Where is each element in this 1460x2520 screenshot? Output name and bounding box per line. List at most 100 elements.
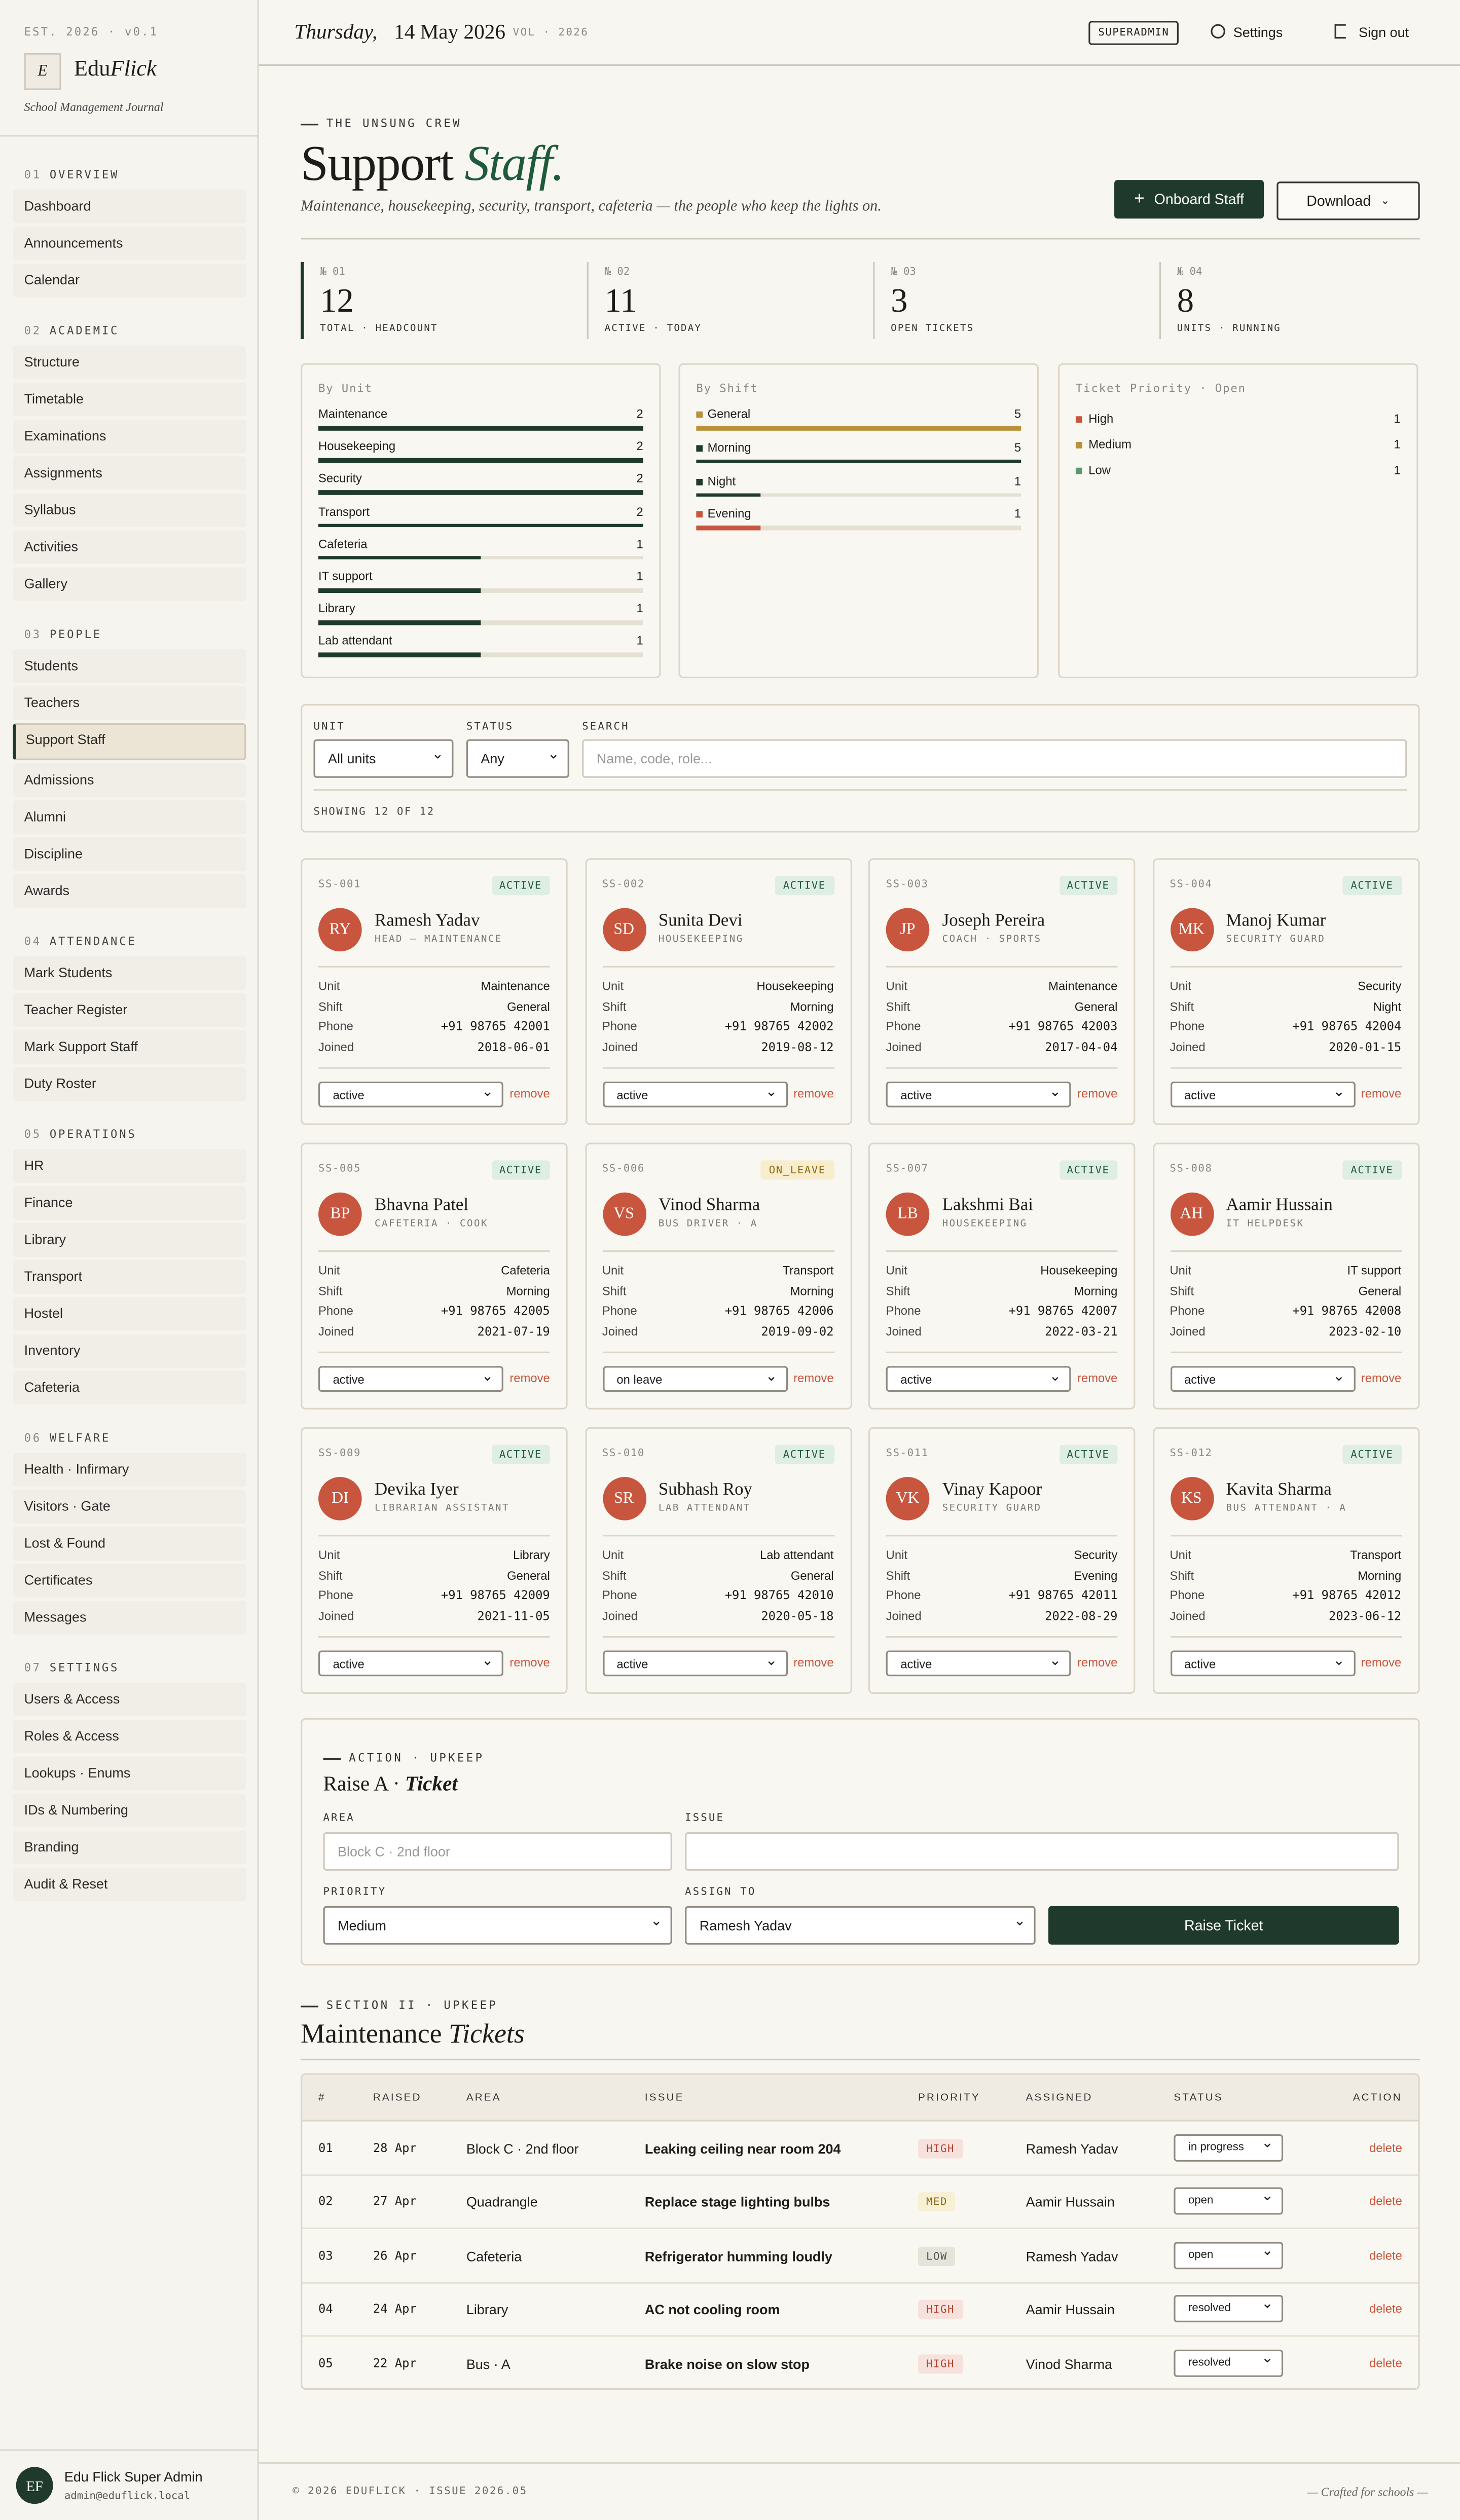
- nav-item[interactable]: Mark Support Staff: [13, 1030, 246, 1064]
- nav-item[interactable]: Inventory: [13, 1333, 246, 1368]
- nav-item[interactable]: Lookups · Enums: [13, 1756, 246, 1791]
- field-value: Security: [1358, 979, 1402, 993]
- delete[interactable]: delete: [1369, 2302, 1402, 2317]
- nav-item[interactable]: Examinations: [13, 419, 246, 454]
- nav-item[interactable]: Certificates: [13, 1564, 246, 1598]
- field-label: Joined: [886, 1039, 922, 1054]
- settings[interactable]: Settings: [1233, 24, 1283, 41]
- delete[interactable]: delete: [1369, 2248, 1402, 2263]
- nav-item[interactable]: Gallery: [13, 567, 246, 601]
- settings-icon[interactable]: [1211, 24, 1225, 39]
- nav-item[interactable]: Teachers: [13, 686, 246, 720]
- ticket-raised: 22 Apr: [373, 2356, 417, 2370]
- status-select[interactable]: resolved: [1174, 2346, 1284, 2377]
- nav-item[interactable]: Finance: [13, 1186, 246, 1220]
- nav-item[interactable]: Syllabus: [13, 493, 246, 528]
- remove[interactable]: remove: [793, 1370, 834, 1386]
- row-value: 1: [636, 634, 643, 649]
- onboard-button[interactable]: + Onboard Staff: [1114, 180, 1264, 219]
- remove[interactable]: remove: [509, 1086, 550, 1101]
- field-label: Joined: [886, 1323, 922, 1338]
- nav-item[interactable]: Messages: [13, 1601, 246, 1635]
- field-value: Morning: [1358, 1568, 1402, 1582]
- remove[interactable]: remove: [1361, 1655, 1402, 1670]
- nav-item[interactable]: HR: [13, 1149, 246, 1183]
- nav: 01 OVERVIEW Dashboard Announcements Calendar…: [0, 141, 257, 1904]
- signout-icon[interactable]: [1334, 24, 1346, 39]
- remove[interactable]: remove: [793, 1086, 834, 1101]
- status-select[interactable]: active: [318, 1079, 503, 1107]
- remove[interactable]: remove: [793, 1655, 834, 1670]
- nav-item[interactable]: Calendar: [13, 264, 246, 298]
- delete[interactable]: delete: [1369, 2356, 1402, 2370]
- remove[interactable]: remove: [1361, 1370, 1402, 1386]
- nav-item[interactable]: Assignments: [13, 456, 246, 491]
- unit-select[interactable]: All units: [313, 736, 454, 778]
- nav-item[interactable]: Library: [13, 1223, 246, 1257]
- status-select[interactable]: active: [1170, 1079, 1355, 1107]
- nav-item[interactable]: Mark Students: [13, 956, 246, 990]
- status-select[interactable]: active: [318, 1363, 503, 1392]
- divider: [0, 2449, 258, 2451]
- nav-item[interactable]: Users & Access: [13, 1682, 246, 1717]
- remove[interactable]: remove: [1077, 1370, 1118, 1386]
- status-select[interactable]: active: [886, 1079, 1071, 1107]
- nav-item[interactable]: Lost & Found: [13, 1527, 246, 1561]
- download-button[interactable]: Download ⌄: [1276, 181, 1420, 220]
- status-select[interactable]: active: [318, 1647, 503, 1677]
- nav-item[interactable]: Structure: [13, 345, 246, 380]
- nav-item[interactable]: Admissions: [13, 763, 246, 797]
- status-select[interactable]: active: [602, 1079, 787, 1107]
- nav-item[interactable]: Branding: [13, 1830, 246, 1865]
- nav-item[interactable]: IDs & Numbering: [13, 1793, 246, 1828]
- nav-item[interactable]: Teacher Register: [13, 993, 246, 1027]
- nav-item[interactable]: Duty Roster: [13, 1067, 246, 1101]
- nav-item[interactable]: Visitors · Gate: [13, 1490, 246, 1524]
- status-select[interactable]: open: [1174, 2184, 1284, 2215]
- status-select[interactable]: open: [1174, 2238, 1284, 2269]
- nav-item[interactable]: Transport: [13, 1259, 246, 1294]
- signout[interactable]: Sign out: [1359, 24, 1409, 41]
- bar-track: [318, 588, 643, 592]
- remove[interactable]: remove: [509, 1655, 550, 1670]
- priority-select[interactable]: Medium: [323, 1903, 672, 1945]
- status-select[interactable]: active: [886, 1363, 1071, 1392]
- status-select[interactable]: active: [886, 1647, 1071, 1677]
- status-select[interactable]: in progress: [1174, 2130, 1284, 2161]
- area-input[interactable]: Block C · 2nd floor: [323, 1832, 672, 1871]
- nav-item[interactable]: Cafeteria: [13, 1370, 246, 1405]
- raise-button[interactable]: Raise Ticket: [1048, 1906, 1399, 1945]
- status-select[interactable]: active: [1170, 1647, 1355, 1677]
- nav-item[interactable]: Students: [13, 649, 246, 683]
- delete[interactable]: delete: [1369, 2140, 1402, 2155]
- delete[interactable]: delete: [1369, 2194, 1402, 2209]
- assign-select[interactable]: Ramesh Yadav: [685, 1903, 1036, 1945]
- nav-item[interactable]: Discipline: [13, 837, 246, 871]
- nav-item[interactable]: Activities: [13, 530, 246, 564]
- nav-item[interactable]: Awards: [13, 874, 246, 908]
- nav-item[interactable]: Support Staff: [13, 723, 246, 760]
- nav-item[interactable]: Timetable: [13, 382, 246, 417]
- status-select[interactable]: on leave: [602, 1363, 787, 1392]
- remove[interactable]: remove: [509, 1370, 550, 1386]
- status-select[interactable]: active: [1170, 1363, 1355, 1392]
- nav-item[interactable]: Dashboard: [13, 190, 246, 224]
- nav-item[interactable]: Roles & Access: [13, 1719, 246, 1754]
- nav-item[interactable]: Announcements: [13, 227, 246, 261]
- nav-item[interactable]: Hostel: [13, 1296, 246, 1331]
- field-value: Housekeeping: [1040, 1263, 1118, 1278]
- remove[interactable]: remove: [1361, 1086, 1402, 1101]
- status-select[interactable]: Any: [466, 736, 569, 778]
- remove[interactable]: remove: [1077, 1086, 1118, 1101]
- staff-name: Aamir Hussain: [1226, 1196, 1333, 1215]
- nav-item[interactable]: Health · Infirmary: [13, 1453, 246, 1487]
- status-select[interactable]: active: [602, 1647, 787, 1677]
- divider: [602, 966, 834, 968]
- issue-input[interactable]: [685, 1832, 1399, 1871]
- search-input[interactable]: Name, code, role...: [582, 739, 1407, 778]
- nav-item[interactable]: Audit & Reset: [13, 1867, 246, 1902]
- chevron: ⌄: [1380, 196, 1390, 208]
- status-select[interactable]: resolved: [1174, 2292, 1284, 2323]
- remove[interactable]: remove: [1077, 1655, 1118, 1670]
- nav-item[interactable]: Alumni: [13, 800, 246, 834]
